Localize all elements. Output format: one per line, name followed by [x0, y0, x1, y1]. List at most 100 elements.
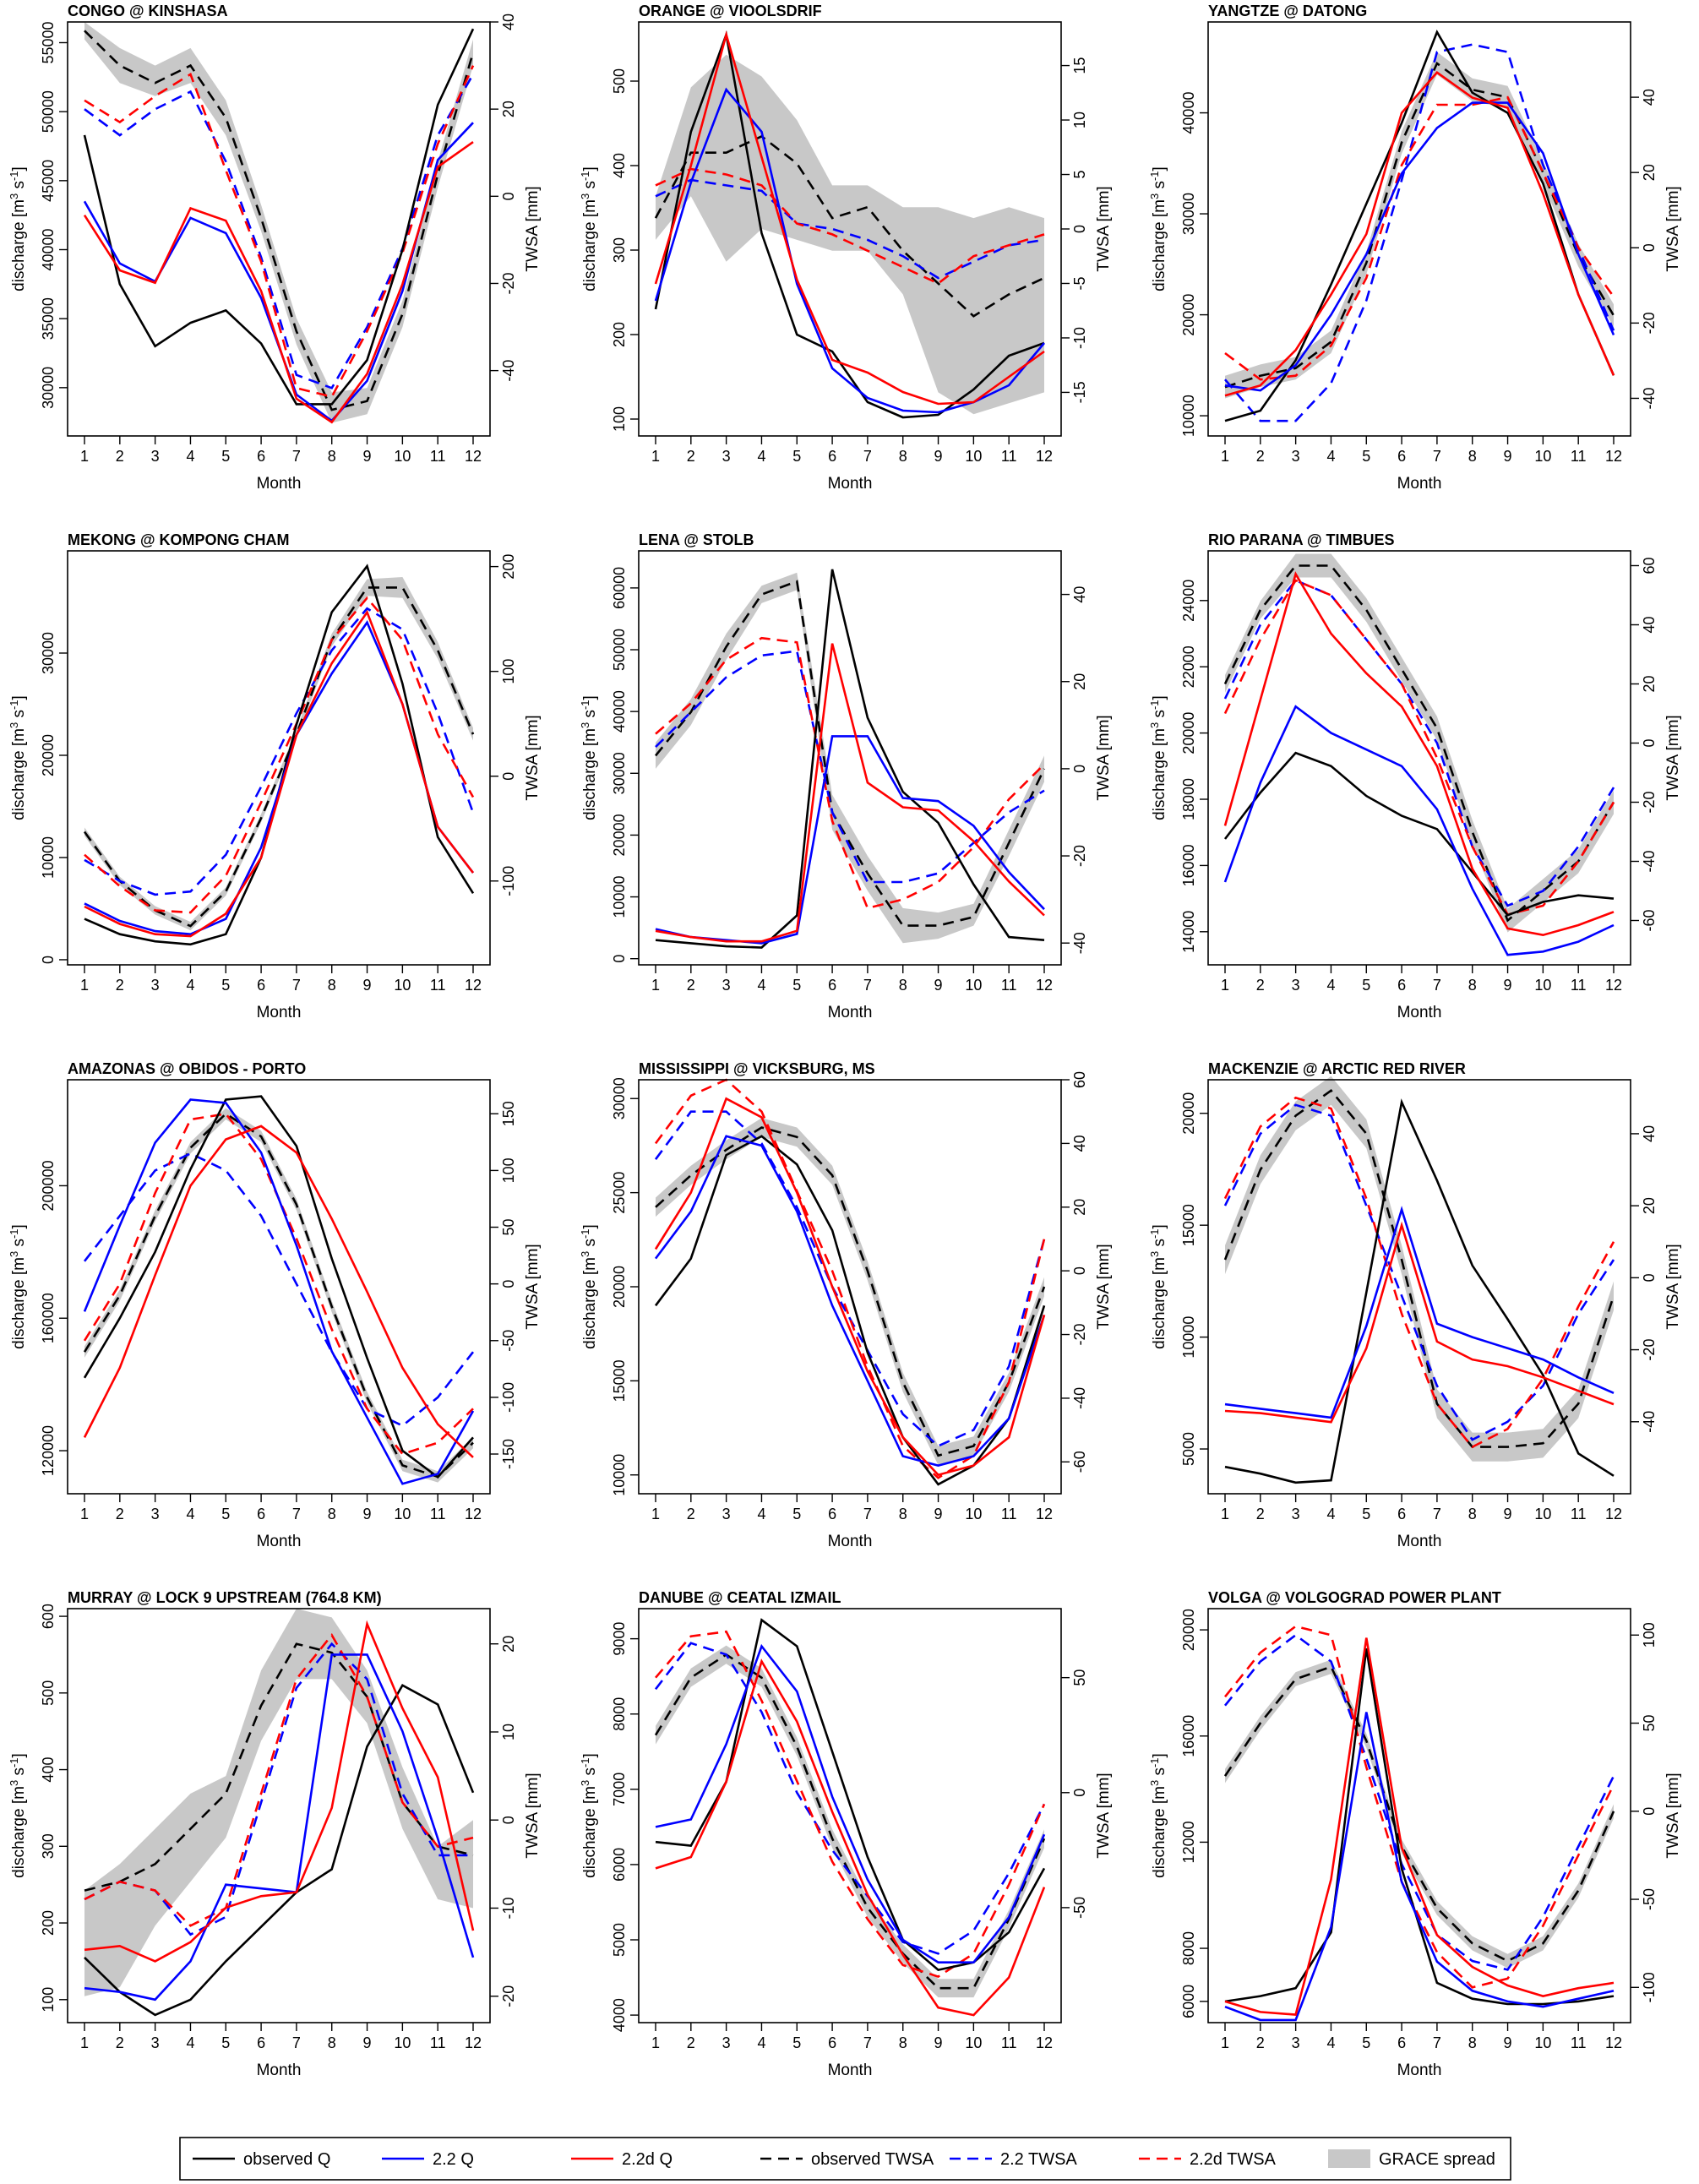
y-right-axis-label: TWSA [mm] — [524, 186, 542, 271]
series-observed-q — [84, 564, 475, 946]
legend-label-v22-twsa: 2.2 TWSA — [1000, 2150, 1077, 2169]
x-tick-label: 11 — [1571, 1506, 1587, 1522]
y-left-tick-label: 10000 — [611, 876, 628, 918]
y-right-tick-label: -40 — [1641, 1411, 1658, 1433]
x-tick-label: 8 — [1468, 1506, 1477, 1522]
y-right-axis-label: TWSA [mm] — [524, 715, 542, 800]
x-tick-label: 1 — [651, 2034, 660, 2051]
x-tick-label: 10 — [965, 977, 982, 994]
x-tick-label: 3 — [722, 2034, 731, 2051]
y-right-tick-label: -40 — [1071, 932, 1088, 954]
y-left-tick-label: 14000 — [1180, 911, 1197, 953]
x-tick-label: 3 — [1292, 1506, 1300, 1522]
y-left-tick-label: 200000 — [40, 1160, 57, 1211]
grace-spread-band — [84, 1609, 473, 1996]
y-right-tick-label: -40 — [500, 360, 517, 382]
series-observed-twsa — [654, 134, 1045, 318]
series-v22d-twsa — [1224, 95, 1615, 381]
x-tick-label: 6 — [257, 2034, 265, 2051]
plot-frame — [67, 21, 491, 437]
x-tick-label: 9 — [1504, 1506, 1512, 1522]
x-tick-label: 11 — [430, 1506, 446, 1522]
series-v22-twsa — [1223, 1633, 1615, 1971]
series-v22-twsa — [84, 74, 475, 389]
x-tick-label: 9 — [934, 2034, 943, 2051]
x-tick-label: 1 — [1221, 2034, 1229, 2051]
y-left-tick-label: 20000 — [40, 734, 57, 776]
x-tick-label: 5 — [1362, 977, 1370, 994]
y-left-tick-label: 20000 — [1180, 1609, 1197, 1651]
x-tick-label: 4 — [757, 448, 765, 465]
y-right-tick-label: 40 — [1641, 89, 1658, 106]
y-right-tick-label: -60 — [1071, 1451, 1088, 1473]
x-tick-label: 4 — [1326, 1506, 1335, 1522]
series-v22d-twsa — [84, 596, 475, 914]
series-v22-twsa — [654, 1642, 1046, 1955]
panel-title: MISSISSIPPI @ VICKSBURG, MS — [639, 1060, 875, 1077]
x-tick-label: 6 — [257, 1506, 265, 1522]
plot-frame — [67, 1079, 491, 1495]
x-tick-label: 11 — [1001, 2034, 1017, 2051]
x-tick-label: 10 — [1534, 1506, 1551, 1522]
series-v22d-q — [654, 1097, 1046, 1477]
x-tick-label: 3 — [151, 448, 160, 465]
y-right-axis-label: TWSA [mm] — [1095, 715, 1113, 800]
x-tick-label: 12 — [465, 2034, 482, 2051]
series-v22d-twsa — [1223, 1096, 1615, 1449]
y-left-tick-label: 600 — [40, 1604, 57, 1629]
x-tick-label: 3 — [1292, 448, 1300, 465]
series-v22-twsa — [83, 1152, 475, 1428]
x-tick-label: 6 — [1397, 2034, 1406, 2051]
plot-frame — [1207, 21, 1631, 437]
x-tick-label: 10 — [394, 977, 411, 994]
x-axis-label: Month — [828, 2061, 873, 2079]
x-tick-label: 5 — [1362, 1506, 1370, 1522]
x-tick-label: 6 — [1397, 448, 1406, 465]
y-right-tick-label: -100 — [500, 1382, 517, 1413]
x-tick-label: 3 — [151, 2034, 160, 2051]
plot-frame — [67, 550, 491, 966]
x-tick-label: 10 — [394, 2034, 411, 2051]
y-right-tick-label: -100 — [1641, 1972, 1658, 2002]
x-tick-label: 3 — [722, 1506, 731, 1522]
y-left-tick-label: 400 — [40, 1757, 57, 1783]
y-right-tick-label: -20 — [1641, 1339, 1658, 1361]
series-v22d-q — [1224, 1221, 1615, 1424]
x-tick-label: 12 — [1605, 977, 1622, 994]
y-left-axis-label: discharge [m3 s-1] — [8, 166, 29, 291]
x-tick-label: 6 — [828, 977, 836, 994]
grace-spread-band — [656, 1645, 1044, 1998]
y-right-tick-label: -60 — [1641, 909, 1658, 931]
series-v22d-q — [1224, 71, 1615, 397]
panel-title: VOLGA @ VOLGOGRAD POWER PLANT — [1208, 1589, 1501, 1606]
y-right-tick-label: -50 — [500, 1330, 517, 1352]
x-tick-label: 7 — [1433, 2034, 1441, 2051]
y-right-tick-label: 100 — [500, 1157, 517, 1183]
x-tick-label: 1 — [1221, 1506, 1229, 1522]
y-right-tick-label: 5 — [1071, 171, 1088, 179]
y-right-tick-label: 0 — [500, 1280, 517, 1288]
y-right-tick-label: -40 — [1641, 850, 1658, 872]
x-tick-label: 9 — [934, 977, 943, 994]
series-v22d-q — [654, 30, 1045, 406]
x-tick-label: 9 — [363, 448, 372, 465]
series-observed-twsa — [83, 586, 475, 928]
x-tick-label: 9 — [363, 1506, 372, 1522]
y-left-tick-label: 8000 — [611, 1697, 628, 1731]
y-left-axis-label: discharge [m3 s-1] — [579, 1753, 600, 1878]
x-tick-label: 6 — [257, 448, 265, 465]
x-tick-label: 10 — [1534, 977, 1551, 994]
x-tick-label: 11 — [1571, 448, 1587, 465]
y-right-tick-label: -20 — [1071, 845, 1088, 867]
series-v22-twsa — [1223, 1103, 1615, 1441]
y-left-tick-label: 4000 — [611, 1998, 628, 2032]
x-tick-label: 11 — [1001, 448, 1017, 465]
x-tick-label: 3 — [151, 977, 160, 994]
x-tick-label: 6 — [828, 1506, 836, 1522]
series-observed-q — [83, 28, 475, 406]
legend: observed Q 2.2 Q 2.2d Q observed TWSA 2.2 TW… — [179, 2137, 1511, 2181]
y-right-tick-label: 150 — [500, 1101, 517, 1126]
